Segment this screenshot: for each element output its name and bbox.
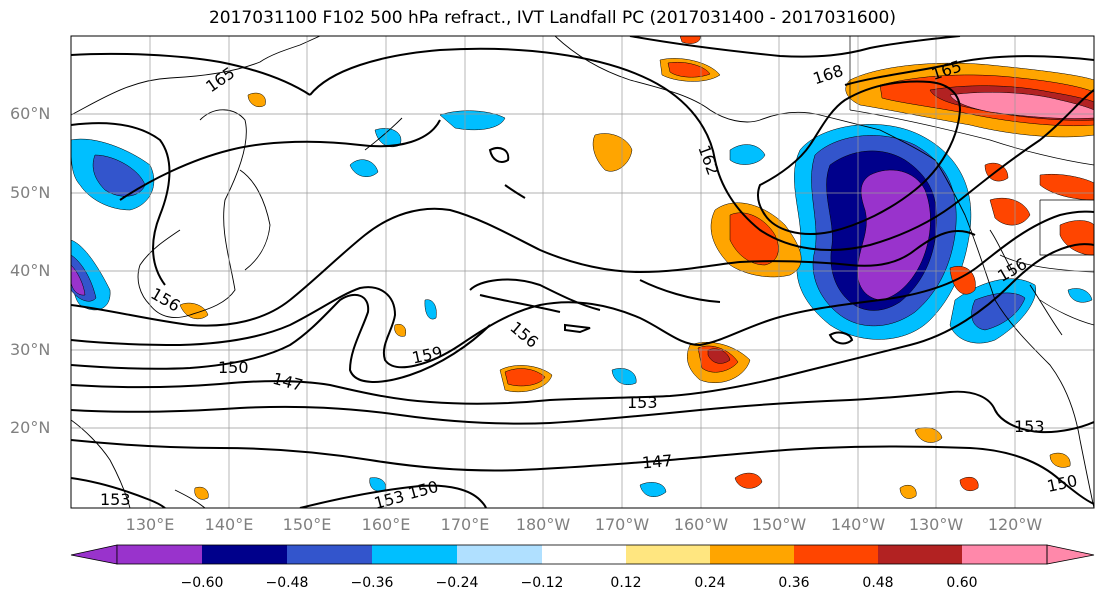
colorbar-tick-label: 0.60 — [946, 575, 978, 591]
map-frame — [70, 35, 1095, 509]
map-title: 2017031100 F102 500 hPa refract., IVT La… — [208, 8, 896, 28]
lon-label: 120°W — [987, 515, 1043, 534]
contours — [71, 36, 1094, 508]
lon-label: 170°E — [440, 515, 490, 534]
lon-label: 160°E — [361, 515, 411, 534]
colorbar-tick-label: −0.24 — [435, 575, 479, 591]
lon-label: 180°W — [515, 515, 571, 534]
lon-label: 150°W — [751, 515, 807, 534]
contour-label: 147 — [641, 451, 673, 473]
lon-label: 130°W — [908, 515, 964, 534]
lon-label: 130°E — [125, 515, 175, 534]
lat-label: 60°N — [10, 104, 51, 123]
colorbar — [70, 544, 1095, 565]
colorbar-tick-label: 0.12 — [610, 575, 642, 591]
lat-label: 30°N — [10, 340, 51, 359]
colorbar-tick-label: −0.12 — [520, 575, 564, 591]
colorbar-tick-label: −0.36 — [350, 575, 394, 591]
colorbar-tick-label: 0.36 — [778, 575, 810, 591]
lon-label: 150°E — [282, 515, 332, 534]
contour-label: 153 — [627, 393, 658, 412]
lon-label: 140°W — [830, 515, 886, 534]
lat-label: 20°N — [10, 418, 51, 437]
colorbar-tick-label: 0.48 — [862, 575, 894, 591]
colorbar-extend-min — [70, 544, 118, 565]
lat-label: 40°N — [10, 261, 51, 280]
graticule — [71, 36, 1094, 508]
colorbar-tick-label: −0.60 — [180, 575, 224, 591]
colorbar-extend-max — [1046, 544, 1095, 565]
lon-label: 140°E — [204, 515, 254, 534]
lon-label: 170°W — [594, 515, 650, 534]
contour-label: 153 — [372, 487, 406, 513]
colorbar-tick-label: 0.24 — [694, 575, 726, 591]
colorbar-tick-label: −0.48 — [265, 575, 309, 591]
contour-label: 153 — [1014, 417, 1045, 436]
contour-label: 153 — [100, 490, 131, 509]
lon-label: 160°W — [673, 515, 729, 534]
coastlines — [71, 36, 1094, 508]
contour-label: 150 — [218, 358, 249, 377]
lat-label: 50°N — [10, 183, 51, 202]
